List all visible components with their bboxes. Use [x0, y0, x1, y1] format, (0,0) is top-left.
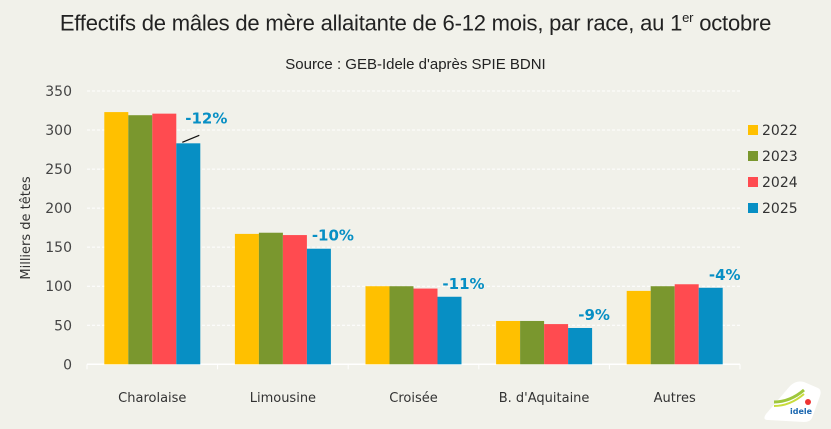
bar-2023 [650, 286, 675, 365]
bar-2022 [234, 233, 259, 365]
legend-swatch-2022 [748, 125, 758, 135]
idele-logo: idele [764, 381, 821, 422]
legend-swatch-2024 [748, 177, 758, 187]
bar-2024 [544, 324, 569, 365]
y-tick-label: 0 [63, 357, 72, 373]
bar-2022 [365, 286, 390, 365]
bar-2024 [152, 113, 177, 365]
x-tick-label: B. d'Aquitaine [499, 391, 590, 406]
legend-label-2023: 2023 [762, 149, 798, 165]
legend-swatch-2023 [748, 151, 758, 161]
bar-2025 [306, 248, 331, 365]
bar-2022 [496, 320, 521, 365]
y-tick-label: 50 [54, 318, 72, 334]
bar-2023 [520, 320, 545, 365]
annotation-leader [182, 134, 200, 143]
bar-2023 [389, 286, 414, 365]
title-text: Effectifs de mâles de mère allaitante de… [59, 10, 683, 36]
annotation-label: -9% [578, 306, 610, 324]
x-tick-label: Charolaise [118, 391, 186, 406]
x-tick-label: Autres [654, 391, 696, 406]
svg-text:idele: idele [790, 407, 813, 416]
chart-subtitle: Source : GEB-Idele d'après SPIE BDNI [285, 56, 546, 73]
bar-2025 [698, 287, 723, 365]
legend-label-2022: 2022 [762, 123, 798, 139]
bar-2024 [674, 284, 699, 365]
bar-2025 [176, 143, 201, 365]
title-superscript: er [682, 10, 694, 25]
y-tick-label: 300 [45, 123, 72, 139]
y-axis-label: Milliers de têtes [19, 176, 34, 279]
bar-2023 [258, 232, 283, 365]
bar-2024 [282, 235, 307, 365]
bar-2023 [128, 115, 153, 365]
legend-label-2025: 2025 [762, 201, 798, 217]
x-tick-label: Limousine [250, 391, 316, 406]
legend-label-2024: 2024 [762, 175, 798, 191]
y-tick-label: 100 [45, 279, 72, 295]
y-tick-label: 350 [45, 84, 72, 100]
bar-2024 [413, 288, 438, 365]
bar-2022 [104, 112, 129, 365]
title-end: octobre [693, 10, 772, 36]
x-tick-label: Croisée [389, 391, 437, 406]
annotation-label: -11% [442, 275, 484, 293]
chart-title: Effectifs de mâles de mère allaitante de… [0, 10, 831, 36]
y-tick-label: 150 [45, 240, 72, 256]
annotation-label: -10% [312, 227, 354, 245]
bar-2025 [437, 296, 462, 365]
bar-2022 [626, 290, 651, 365]
y-tick-label: 250 [45, 162, 72, 178]
annotation-label: -4% [709, 266, 741, 284]
legend-swatch-2025 [748, 203, 758, 213]
annotation-label: -12% [185, 109, 227, 127]
bar-2025 [568, 327, 593, 365]
y-tick-label: 200 [45, 201, 72, 217]
